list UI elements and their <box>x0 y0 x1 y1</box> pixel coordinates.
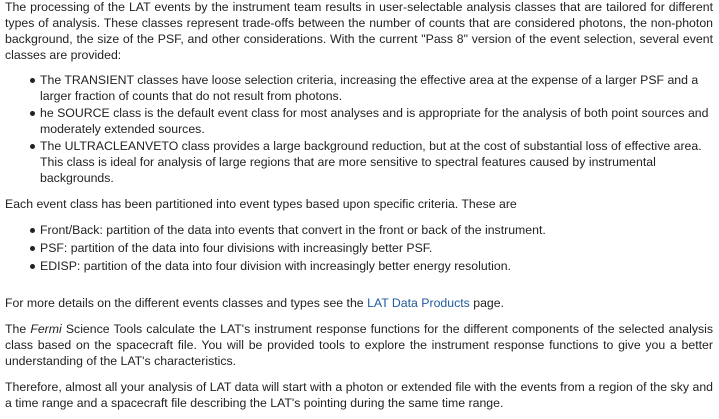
fermi-emphasis: Fermi <box>30 322 62 336</box>
list-item-source: he SOURCE class is the default event cla… <box>5 105 713 137</box>
intro-paragraph: The processing of the LAT events by the … <box>5 0 713 62</box>
irf-text-before: The <box>5 322 31 336</box>
list-item-edisp: EDISP: partition of the data into four d… <box>5 258 713 274</box>
list-item-transient: The TRANSIENT classes have loose selecti… <box>5 72 713 104</box>
details-text-before: For more details on the different events… <box>5 296 368 310</box>
list-item-ultracleanveto: The ULTRACLEANVETO class provides a larg… <box>5 138 713 186</box>
irf-text-after: Science Tools calculate the LAT's instru… <box>5 322 714 368</box>
therefore-paragraph: Therefore, almost all your analysis of L… <box>5 380 713 410</box>
details-paragraph: For more details on the different events… <box>5 295 713 311</box>
irf-paragraph: The Fermi Science Tools calculate the LA… <box>5 321 713 369</box>
event-types-intro: Each event class has been partitioned in… <box>5 197 517 211</box>
details-text-after: page. <box>469 296 505 310</box>
event-types-list: Front/Back: partition of the data into e… <box>5 222 713 274</box>
event-classes-list: The TRANSIENT classes have loose selecti… <box>5 72 713 186</box>
lat-data-products-link[interactable]: LAT Data Products <box>367 296 470 310</box>
list-item-psf: PSF: partition of the data into four div… <box>5 240 713 256</box>
list-item-front-back: Front/Back: partition of the data into e… <box>5 222 713 238</box>
